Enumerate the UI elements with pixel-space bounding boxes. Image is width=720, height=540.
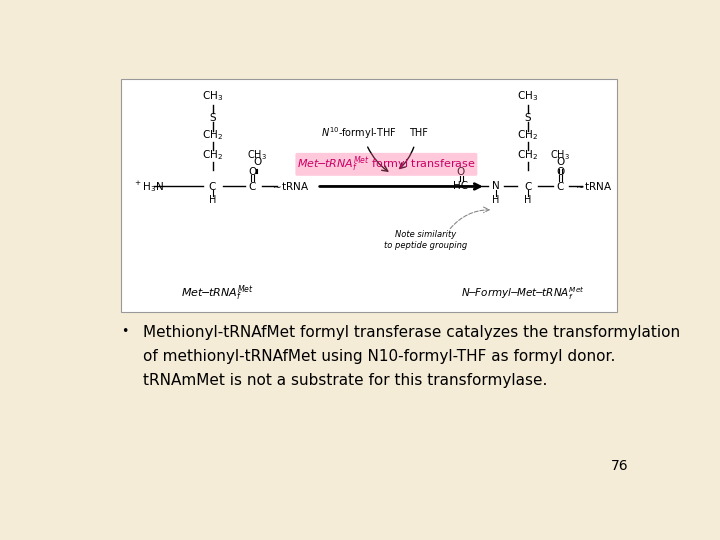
Text: Methionyl-tRNAfMet formyl transferase catalyzes the transformylation: Methionyl-tRNAfMet formyl transferase ca… [143,325,680,340]
Text: $\rm CH_2$: $\rm CH_2$ [202,148,223,162]
Text: THF: THF [409,128,428,138]
Text: •: • [121,325,128,338]
Text: O: O [253,157,261,167]
Text: tRNAmMet is not a substrate for this transformylase.: tRNAmMet is not a substrate for this tra… [143,373,547,388]
Text: $\rm CH_3$: $\rm CH_3$ [517,89,539,103]
Text: O: O [456,167,465,178]
Text: O: O [556,157,564,167]
Text: H: H [492,195,500,205]
Text: N: N [492,181,500,192]
Text: of methionyl-tRNAfMet using N10-formyl-THF as formyl donor.: of methionyl-tRNAfMet using N10-formyl-T… [143,349,616,364]
Text: 76: 76 [611,459,629,473]
Text: $\rm C$: $\rm C$ [523,180,532,192]
Text: S: S [210,113,216,123]
Text: $\rm CH_2$: $\rm CH_2$ [202,129,223,142]
Text: $\rm CH_3$: $\rm CH_3$ [202,89,223,103]
Text: Note similarity
to peptide grouping: Note similarity to peptide grouping [384,231,468,249]
Text: O: O [248,167,257,178]
Text: $\mathit{Met\!\!-\!\!tRNA_f^{Met}}$ formyl transferase: $\mathit{Met\!\!-\!\!tRNA_f^{Met}}$ form… [297,154,476,174]
Text: $\sim\!\rm tRNA$: $\sim\!\rm tRNA$ [270,180,309,192]
Text: $\sim\!\rm tRNA$: $\sim\!\rm tRNA$ [573,180,612,192]
Text: $\rm CH_3$: $\rm CH_3$ [247,148,267,162]
Text: $\rm C$: $\rm C$ [248,180,256,192]
Text: $\rm C$: $\rm C$ [208,180,217,192]
Text: $\rm CH_2$: $\rm CH_2$ [518,129,539,142]
Text: HC: HC [454,181,469,192]
Text: $\rm ^+H_3N$: $\rm ^+H_3N$ [133,179,164,194]
Text: $\rm CH_2$: $\rm CH_2$ [518,148,539,162]
Text: H: H [209,195,216,205]
Text: O: O [557,167,564,178]
Text: S: S [525,113,531,123]
Text: H: H [524,195,531,205]
Text: $\mathit{N\!\!-\!\!Formyl\!\!-\!\!Met\!\!-\!\!tRNA_f^{Met}}$: $\mathit{N\!\!-\!\!Formyl\!\!-\!\!Met\!\… [462,285,585,302]
Text: $\mathbf{\mathit{Met\!\!-\!\!tRNA_f^{Met}}}$: $\mathbf{\mathit{Met\!\!-\!\!tRNA_f^{Met… [181,284,254,303]
Text: $\rm CH_3$: $\rm CH_3$ [550,148,570,162]
Text: $N^{10}$-formyl-THF: $N^{10}$-formyl-THF [321,125,397,141]
Text: $\rm C$: $\rm C$ [556,180,564,192]
FancyBboxPatch shape [121,79,617,312]
